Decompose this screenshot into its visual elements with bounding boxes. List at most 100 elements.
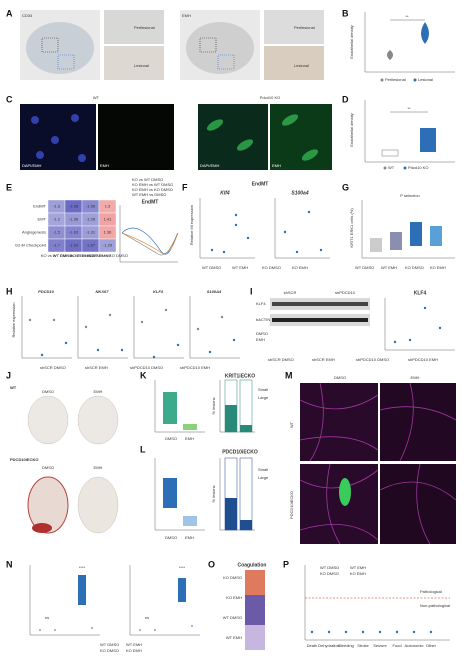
point [232, 338, 236, 342]
point [361, 630, 365, 634]
y-label: KRIT1 ERK1 cells (%) [349, 208, 354, 248]
chart-title: KLF4 [414, 290, 427, 296]
panel-letter: L [140, 444, 146, 454]
label: Lesional [134, 63, 149, 68]
legend-dot [403, 166, 407, 170]
band: Non-pathological [420, 603, 450, 608]
point [152, 355, 156, 359]
legend: WT EMH [232, 265, 248, 270]
legend: shSCR DMSO shSCR EMH shPDCD10 DMSO shPDC… [268, 357, 438, 362]
label: Pdcd10 KO [260, 95, 280, 100]
tissue [186, 22, 254, 74]
legend: WT [388, 165, 395, 170]
column-label: KO EMH vs WT DMSO [70, 253, 111, 258]
gene: S100A4 [207, 289, 222, 294]
size: Small [258, 467, 268, 472]
brain [27, 476, 69, 534]
bar [239, 457, 253, 531]
legend: KO DMSO [100, 648, 119, 653]
legend: KO DMSO [320, 571, 339, 576]
legend: EMH [185, 535, 194, 540]
band [272, 318, 368, 322]
label: EMH [411, 375, 420, 380]
legend: KO EMH [126, 648, 142, 653]
panel-letter: D [342, 94, 349, 104]
axis [384, 298, 455, 351]
row-label: G2-M Checkpoint [15, 243, 47, 248]
cell-label: -1.31 [86, 230, 96, 235]
group: shPDCD10 [335, 290, 356, 295]
treatment: EMH [256, 337, 265, 342]
axis [364, 12, 455, 73]
y-label: Endothelial density [349, 113, 354, 147]
title: PDCD10iECKO [222, 449, 258, 455]
bar [240, 520, 252, 530]
label: EMH [94, 465, 103, 470]
heatmap: EndMT EMT Angiogenesis G2-M Checkpoint KO vs… [15, 199, 128, 258]
title: Coagulation [238, 562, 267, 568]
legend: KO EMH vs WT DMSO [132, 182, 173, 187]
image [270, 104, 332, 170]
column-label: KO EMH vs KO DMSO [87, 253, 128, 258]
gene: PDCD10 [38, 289, 55, 294]
cell-label: 1.3 [105, 204, 111, 209]
panel-letter: J [6, 370, 11, 380]
panel-letter: M [285, 370, 293, 380]
cells [206, 114, 319, 161]
x-tick-label: Death [307, 643, 318, 648]
column-label: WT EMH vs WT DMSO [53, 253, 95, 258]
cell-label: 1.36 [104, 230, 113, 235]
legend: DMSO [165, 535, 177, 540]
box [370, 238, 382, 252]
y-label: % lesions [211, 485, 216, 502]
y-label: Relative expression [11, 303, 16, 338]
image [300, 464, 378, 544]
panel-letter: B [342, 8, 349, 18]
cell-label: -1.7 [53, 243, 61, 248]
point [96, 348, 100, 352]
panel-letter: P [283, 559, 289, 569]
inset-box [217, 54, 235, 70]
point [120, 348, 124, 352]
channel: EMH [100, 163, 109, 168]
legend: KO DMSO [262, 265, 281, 270]
size: Small [258, 387, 268, 392]
point [164, 308, 168, 312]
legend: WT DMSO [320, 565, 339, 570]
legend: KO DMSO [405, 265, 424, 270]
points [210, 210, 323, 254]
gene: S100a4 [291, 190, 308, 196]
inset-box [199, 37, 217, 53]
legend: shSCR EMH [312, 357, 335, 362]
axis [133, 296, 184, 359]
blot-label: KLF4 [256, 301, 266, 306]
label: Lesional [294, 63, 309, 68]
row-label: WT DMSO [223, 615, 242, 620]
box [78, 575, 86, 605]
significance: ** [407, 106, 411, 111]
es-curve [121, 232, 179, 256]
size: Large [258, 475, 269, 480]
heatmap [245, 595, 265, 625]
legend-dot [383, 166, 387, 170]
legend: shSCR DMSO [268, 357, 294, 362]
row-label: KO DMSO [223, 575, 242, 580]
y-label: Endothelial density [349, 25, 354, 59]
treatment: DMSO [256, 331, 268, 336]
legend: shSCR DMSO shSCR EMH shPDCD10 DMSO shPDC… [40, 365, 210, 370]
label: WT [93, 95, 100, 100]
gene: NKX67 [96, 289, 110, 294]
legend-dot [380, 78, 384, 82]
heatmap [245, 625, 265, 650]
panel-letter: F [182, 182, 188, 192]
label: Perilesional [294, 25, 315, 30]
axis [21, 296, 72, 359]
zoom-image [264, 46, 324, 80]
panel-letter: A [6, 8, 13, 18]
panel-letter: N [6, 559, 13, 569]
cell-label: 1.41 [104, 217, 113, 222]
plot-title: EndMT [142, 199, 159, 205]
panel-letter: C [6, 94, 13, 104]
band [272, 302, 368, 306]
